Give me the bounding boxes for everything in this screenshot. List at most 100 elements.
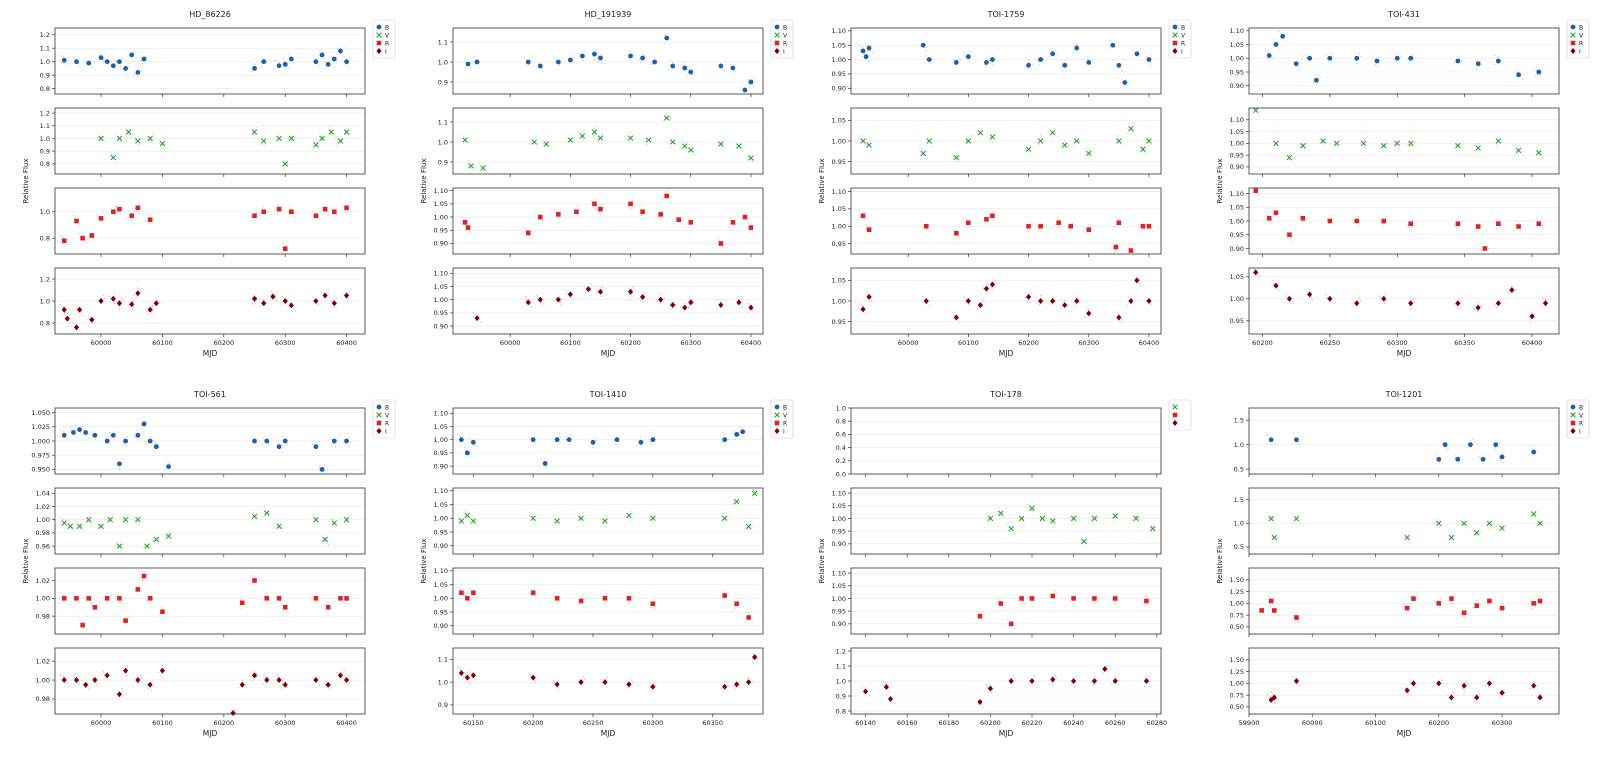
data-point-i <box>1542 300 1549 307</box>
legend-marker-b <box>1172 24 1178 30</box>
noise-dot <box>151 595 153 597</box>
x-tick-label: 60200 <box>1252 339 1273 347</box>
data-point-i <box>261 300 267 307</box>
noise-dot <box>1535 513 1537 515</box>
data-point-r <box>1449 596 1454 601</box>
noise-dot <box>1073 42 1075 44</box>
y-tick-label: 1.00 <box>1230 295 1244 303</box>
noise-dot <box>343 676 345 678</box>
noise-dot <box>164 469 166 471</box>
noise-dot <box>115 58 117 60</box>
noise-dot <box>866 226 868 228</box>
noise-dot <box>1359 140 1361 142</box>
noise-dot <box>1090 682 1092 684</box>
data-point-b <box>614 437 620 443</box>
noise-dot <box>560 436 562 438</box>
noise-dot <box>1434 519 1436 521</box>
noise-dot <box>1487 247 1490 250</box>
data-point-i <box>230 710 236 717</box>
noise-dot <box>926 303 928 305</box>
noise-dot <box>1473 441 1475 443</box>
noise-dot <box>275 593 277 595</box>
data-point-r <box>1038 223 1043 229</box>
noise-dot <box>267 443 270 445</box>
noise-dot <box>1533 314 1535 316</box>
noise-dot <box>1097 679 1099 681</box>
noise-dot <box>240 598 242 600</box>
noise-dot <box>1092 684 1095 686</box>
noise-dot <box>1080 541 1082 543</box>
y-tick-label: 1.0 <box>1234 441 1244 449</box>
legend-marker-v <box>1172 404 1178 410</box>
noise-dot <box>680 149 682 151</box>
noise-dot <box>1076 43 1078 46</box>
noise-dot <box>1449 600 1452 602</box>
data-point-r <box>239 600 245 606</box>
noise-dot <box>1517 222 1520 224</box>
noise-dot <box>542 70 544 72</box>
noise-dot <box>723 521 725 523</box>
noise-dot <box>328 213 330 216</box>
data-point-b <box>1062 62 1068 68</box>
x-tick-label: 60300 <box>1492 719 1513 727</box>
noise-dot <box>603 206 605 208</box>
noise-dot <box>1496 136 1499 138</box>
noise-dot <box>1455 306 1457 308</box>
data-point-v <box>1436 520 1442 527</box>
x-tick-label: 60400 <box>1522 339 1543 347</box>
data-point-v <box>1320 138 1326 144</box>
noise-dot <box>287 65 289 67</box>
noise-dot <box>981 704 983 706</box>
noise-dot <box>457 667 459 669</box>
noise-dot <box>998 600 1000 602</box>
noise-dot <box>1069 595 1071 597</box>
noise-dot <box>287 609 289 611</box>
noise-dot <box>132 300 135 302</box>
noise-dot <box>991 141 994 143</box>
noise-dot <box>110 437 112 439</box>
noise-dot <box>1126 132 1128 134</box>
y-tick-label: 1.0 <box>40 297 50 305</box>
noise-dot <box>617 444 619 446</box>
noise-dot <box>1037 226 1039 228</box>
data-point-i <box>331 300 337 307</box>
noise-dot <box>1254 268 1256 270</box>
noise-dot <box>570 297 572 299</box>
noise-dot <box>1041 222 1044 224</box>
noise-dot <box>346 603 349 605</box>
noise-dot <box>1097 596 1099 598</box>
noise-dot <box>133 136 135 138</box>
x-tick-label: 60160 <box>897 719 918 727</box>
data-point-r <box>866 227 872 232</box>
noise-dot <box>756 493 758 495</box>
noise-dot <box>1116 594 1118 596</box>
noise-dot <box>60 592 62 594</box>
noise-dot <box>314 140 316 142</box>
legend-marker-r <box>1172 412 1178 418</box>
noise-dot <box>1036 302 1038 304</box>
noise-dot <box>858 209 861 211</box>
data-point-r <box>1086 227 1092 232</box>
noise-dot <box>91 433 93 436</box>
noise-dot <box>239 607 242 609</box>
noise-dot <box>1055 53 1057 55</box>
noise-dot <box>103 62 105 64</box>
noise-dot <box>1299 522 1301 524</box>
noise-dot <box>1272 137 1274 139</box>
noise-dot <box>1027 68 1029 70</box>
data-point-b <box>104 59 110 65</box>
y-tick-label: 0.90 <box>434 240 448 248</box>
noise-dot <box>923 155 925 157</box>
data-point-i <box>597 288 604 295</box>
noise-dot <box>109 592 111 594</box>
y-axis-label: Relative Flux <box>818 538 826 583</box>
noise-dot <box>1535 604 1538 606</box>
data-point-b <box>74 59 79 65</box>
noise-dot <box>331 299 333 302</box>
noise-dot <box>1538 693 1540 695</box>
noise-dot <box>752 161 754 163</box>
data-point-b <box>542 461 548 466</box>
data-point-b <box>640 55 646 61</box>
noise-dot <box>1276 701 1278 703</box>
